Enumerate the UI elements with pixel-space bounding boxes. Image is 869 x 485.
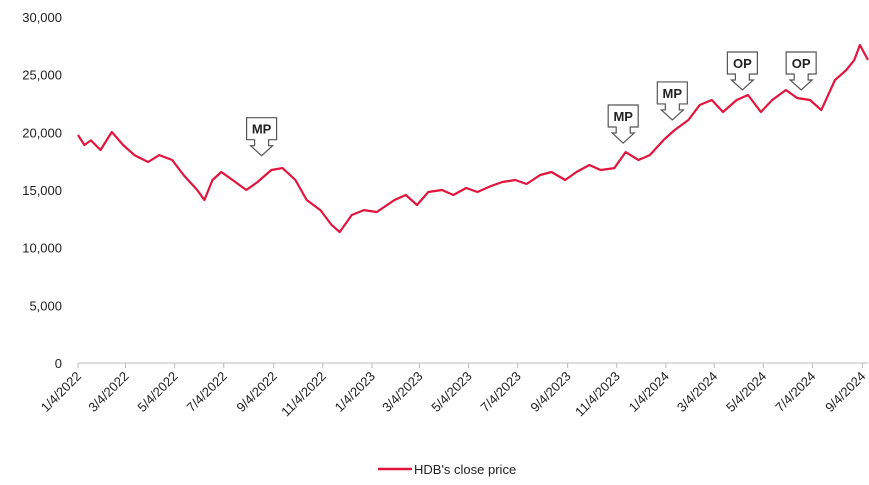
annotation: MP: [246, 117, 278, 157]
annotation-callout: [607, 104, 639, 144]
x-tick-label: 1/4/2024: [626, 369, 672, 415]
y-tick-label: 30,000: [22, 10, 62, 25]
x-tick-label: 1/4/2023: [332, 369, 378, 415]
x-tick-label: 9/4/2023: [527, 369, 573, 415]
y-tick-label: 10,000: [22, 241, 62, 256]
annotation-callout: [246, 117, 278, 157]
x-tick-label: 3/4/2023: [379, 369, 425, 415]
x-tick-label: 9/4/2024: [822, 369, 868, 415]
y-tick-label: 15,000: [22, 183, 62, 198]
annotation-callout: [726, 51, 758, 91]
annotation-callout: [785, 51, 817, 91]
x-tick-label: 5/4/2024: [723, 369, 769, 415]
x-tick-label: 11/4/2023: [572, 369, 623, 420]
x-tick-label: 7/4/2022: [183, 369, 229, 415]
annotation-label: MP: [663, 86, 683, 101]
annotation: MP: [607, 104, 639, 144]
x-tick-label: 5/4/2022: [134, 369, 180, 415]
x-tick-label: 11/4/2022: [278, 369, 329, 420]
y-tick-label: 20,000: [22, 125, 62, 140]
annotation-callout: [656, 81, 688, 121]
x-tick-label: 9/4/2022: [233, 369, 279, 415]
annotation: OP: [785, 51, 817, 91]
x-tick-label: 7/4/2023: [477, 369, 523, 415]
annotation: OP: [726, 51, 758, 91]
x-tick-label: 3/4/2022: [85, 369, 131, 415]
legend-label: HDB's close price: [414, 462, 516, 477]
x-tick-label: 3/4/2024: [674, 369, 720, 415]
x-tick-label: 7/4/2024: [772, 369, 818, 415]
line-series: [77, 43, 869, 234]
y-tick-label: 0: [55, 356, 62, 371]
x-tick-label: 5/4/2023: [428, 369, 474, 415]
annotation: MP: [656, 81, 688, 121]
annotation-label: OP: [792, 56, 811, 71]
annotation-label: MP: [252, 122, 272, 137]
y-tick-label: 25,000: [22, 68, 62, 83]
x-tick-label: 1/4/2022: [38, 369, 84, 415]
annotation-label: OP: [733, 56, 752, 71]
y-tick-label: 5,000: [29, 298, 62, 313]
annotation-label: MP: [613, 109, 633, 124]
